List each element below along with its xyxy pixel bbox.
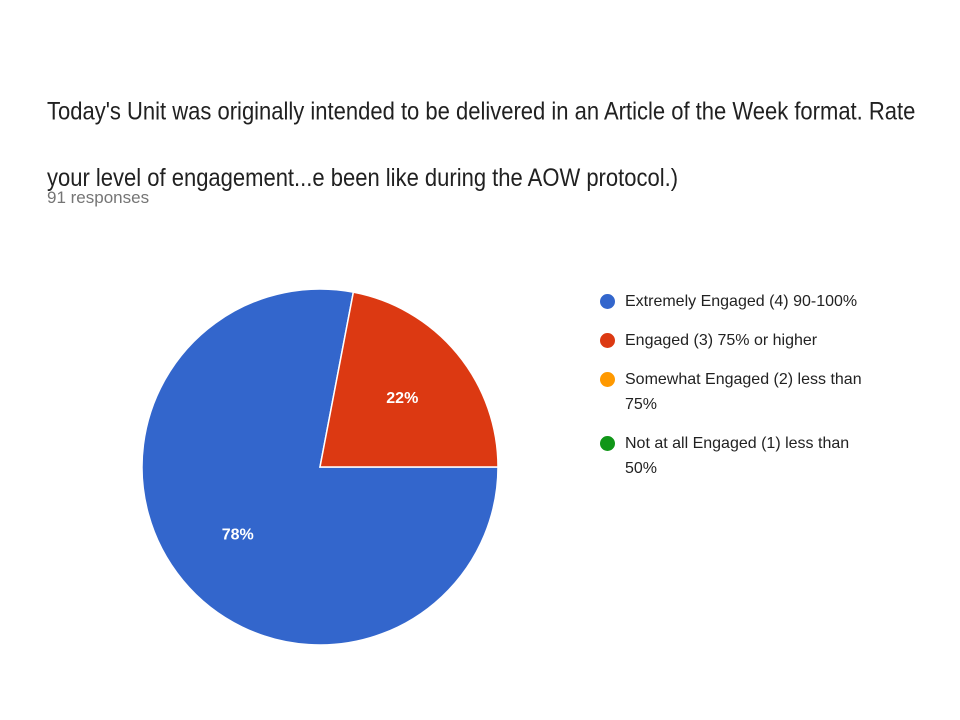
legend-item: Extremely Engaged (4) 90-100% (600, 289, 880, 314)
legend-label: Engaged (3) 75% or higher (625, 332, 818, 349)
pie-slice (141, 288, 499, 646)
legend-item: Engaged (3) 75% or higher (600, 328, 880, 353)
legend-marker (600, 333, 615, 348)
legend-item: Somewhat Engaged (2) less than 75% (600, 367, 880, 417)
legend-label: Not at all Engaged (1) less than 50% (625, 435, 850, 477)
legend-label: Somewhat Engaged (2) less than 75% (625, 371, 862, 413)
legend-marker (600, 294, 615, 309)
legend-marker (600, 372, 615, 387)
legend-marker (600, 436, 615, 451)
chart-title: Today's Unit was originally intended to … (47, 96, 916, 192)
legend-label: Extremely Engaged (4) 90-100% (625, 293, 858, 310)
legend-item: Not at all Engaged (1) less than 50% (600, 431, 880, 481)
pie-slice (319, 291, 499, 468)
data-label: 78% (222, 526, 254, 543)
legend: Extremely Engaged (4) 90-100% Engaged (3)… (600, 289, 880, 495)
data-label: 22% (386, 390, 418, 407)
chart-subtitle: 91 responses (47, 188, 150, 207)
